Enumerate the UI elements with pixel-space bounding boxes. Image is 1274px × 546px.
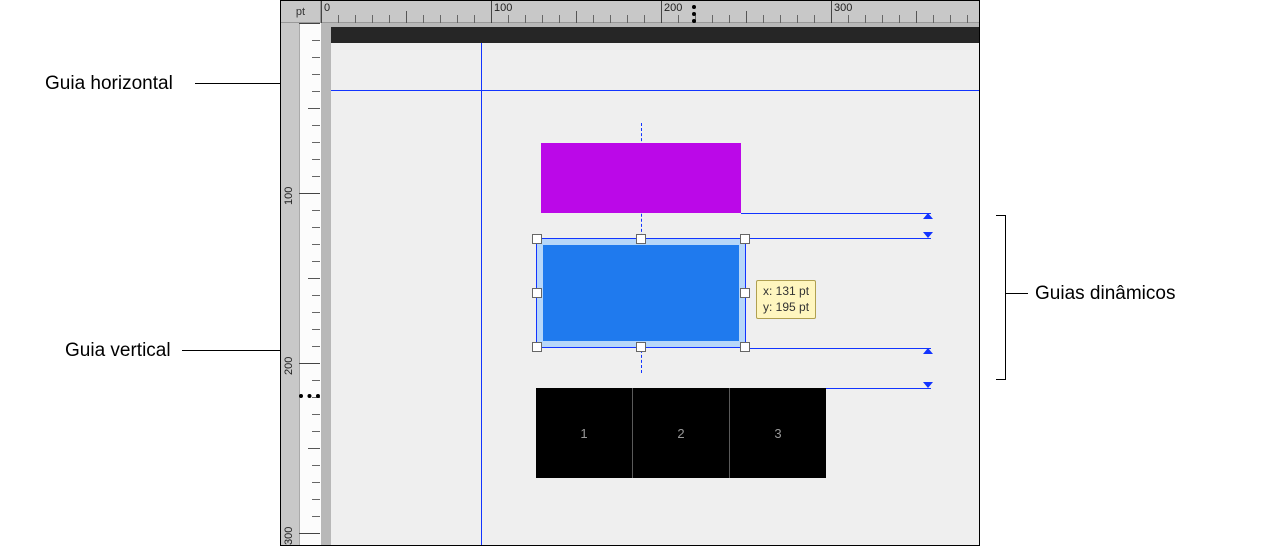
callout-line-dynamic [1006,293,1028,294]
label-dynamic-guides: Guias dinâmicos [1035,283,1175,305]
black-cell[interactable]: 3 [730,388,826,478]
selection-handle-s[interactable] [636,342,646,352]
editor-viewport: pt 0100200300 100200300 [280,0,980,546]
dynamic-guide-top-2 [746,238,931,239]
black-cell[interactable]: 2 [633,388,730,478]
selection-handle-ne[interactable] [740,234,750,244]
selection-handle-se[interactable] [740,342,750,352]
selection-handle-nw[interactable] [532,234,542,244]
selection-handle-n[interactable] [636,234,646,244]
selection-handle-w[interactable] [532,288,542,298]
horizontal-ruler[interactable]: 0100200300 [321,1,979,23]
page-edge-strip [331,27,979,43]
tooltip-x: x: 131 pt [763,284,809,300]
black-row-container[interactable]: 123 [536,388,826,478]
position-tooltip: x: 131 pt y: 195 pt [756,280,816,319]
dynamic-spacing-arrow-top [923,213,933,238]
guide-horizontal[interactable] [331,90,979,91]
shape-blue-rect[interactable] [543,245,739,341]
dynamic-guide-bottom-1 [746,348,931,349]
selection-handle-e[interactable] [740,288,750,298]
bracket-dynamic-guides [996,215,1006,380]
ruler-unit-label: pt [281,1,321,23]
selection-handle-sw[interactable] [532,342,542,352]
shape-selected-wrap[interactable] [536,238,746,348]
black-cell[interactable]: 1 [536,388,633,478]
tooltip-y: y: 195 pt [763,300,809,316]
vertical-ruler[interactable]: 100200300 [281,23,321,545]
guide-vertical[interactable] [481,43,482,545]
label-guide-vertical: Guia vertical [65,340,171,362]
canvas-area[interactable]: x: 131 pt y: 195 pt 123 [331,43,979,545]
dynamic-spacing-arrow-bottom [923,348,933,388]
dynamic-guide-top-1 [741,213,931,214]
shape-purple-rect[interactable] [541,143,741,213]
label-guide-horizontal: Guia horizontal [45,73,173,95]
